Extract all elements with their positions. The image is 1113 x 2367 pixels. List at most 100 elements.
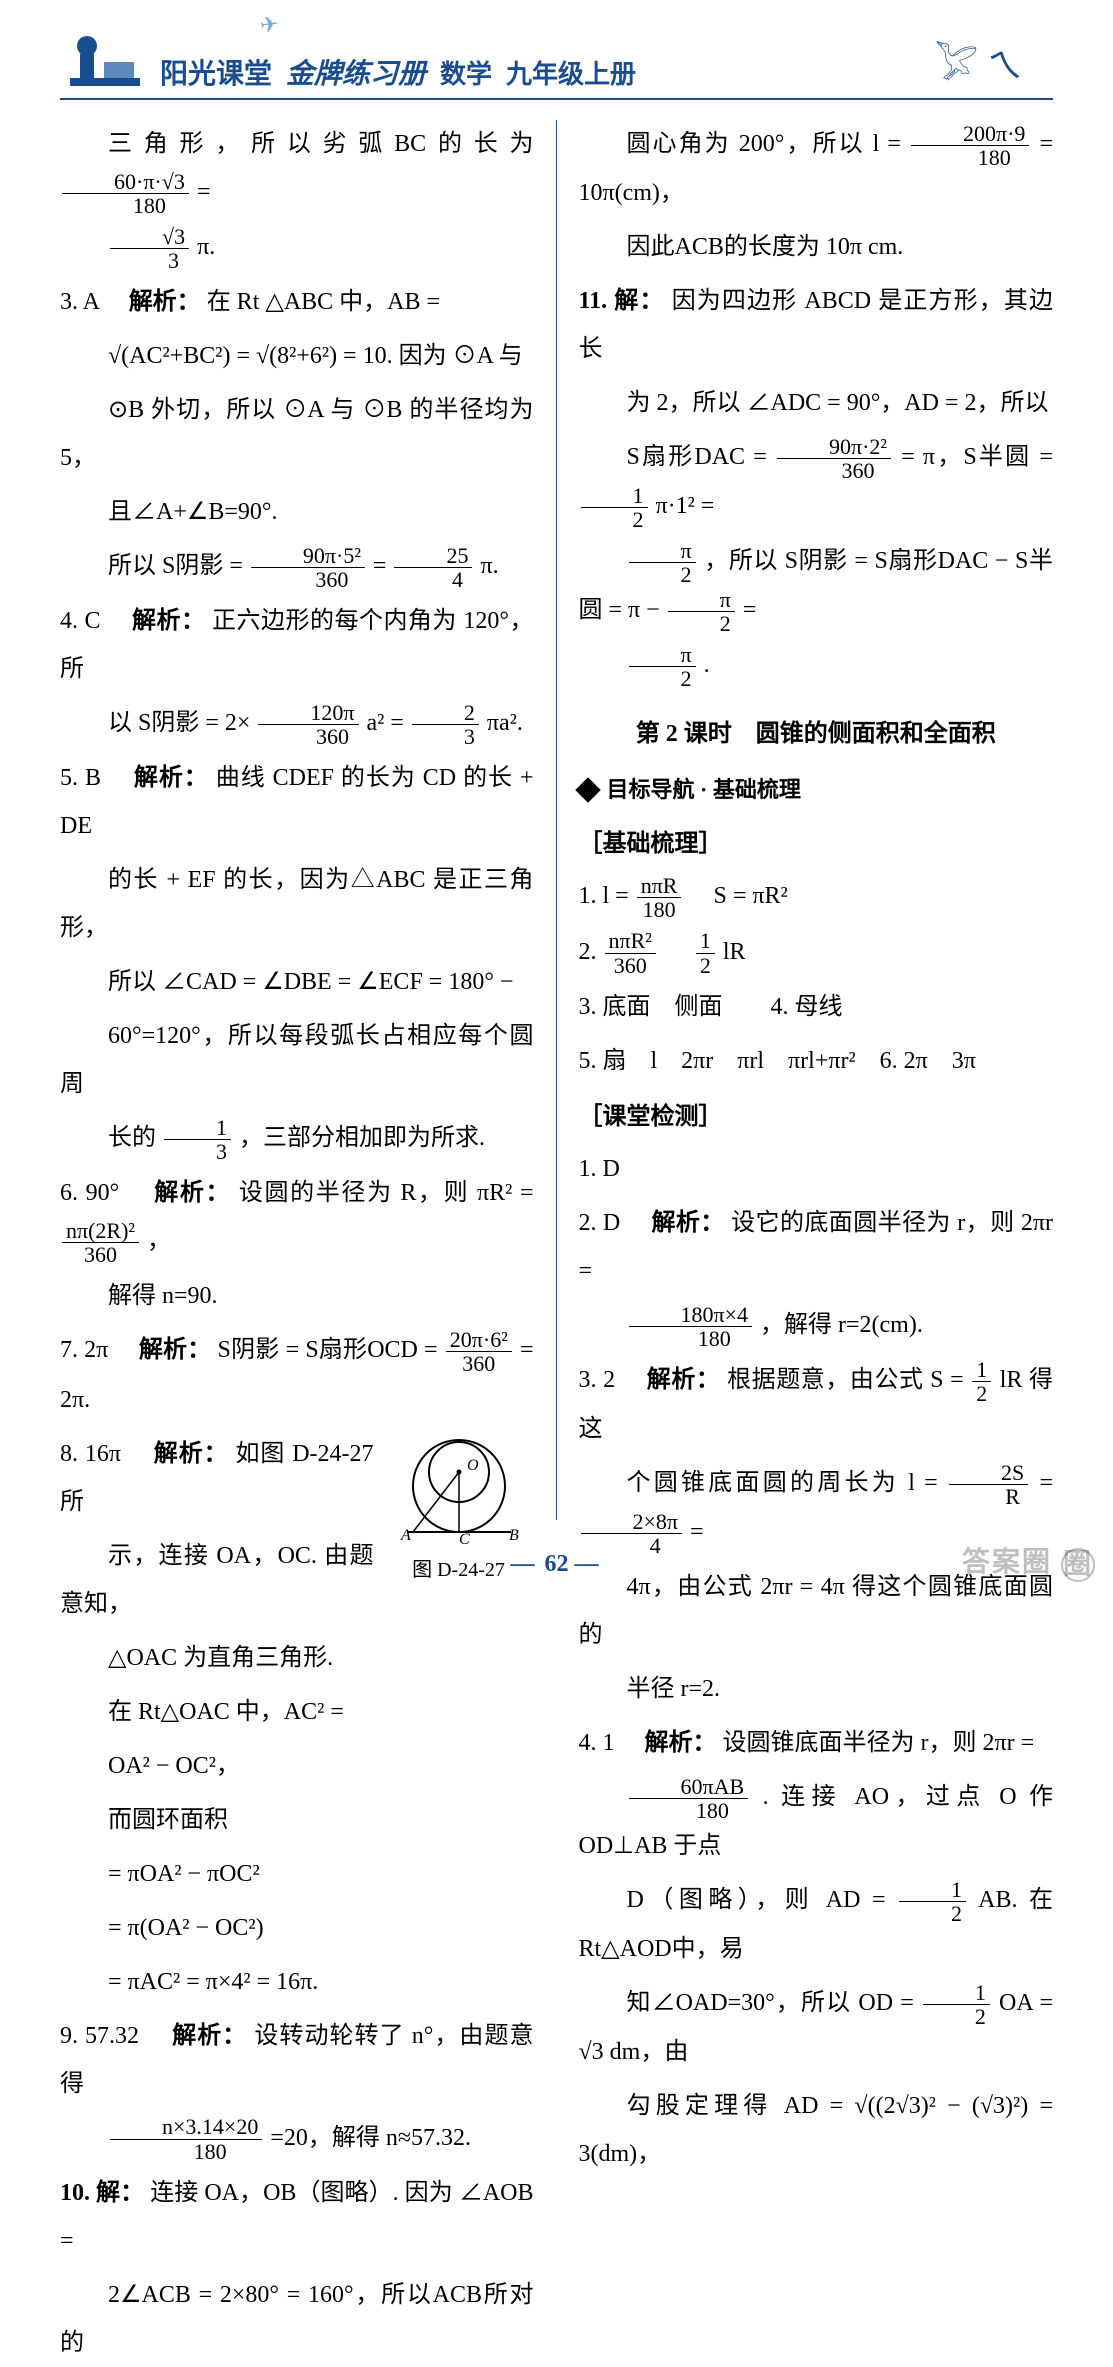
fraction: 90π·5²360 — [251, 544, 365, 591]
text: 圆心角为 200°，所以 l = — [627, 131, 901, 157]
answer: 2. D — [579, 1210, 621, 1236]
text: = — [743, 597, 757, 623]
fraction: 20π·6²360 — [446, 1328, 512, 1375]
text: 根据题意，由公式 S = — [727, 1367, 964, 1393]
b2: 2. nπR²360 12 lR — [579, 928, 1054, 977]
dash-icon: — — [511, 1551, 539, 1577]
fraction: 13 — [164, 1116, 231, 1163]
fraction: 12 — [972, 1358, 991, 1405]
c4-line: D（图略），则 AD = 12 AB. 在Rt△AOD中，易 — [579, 1876, 1054, 1973]
label: 解析： — [154, 1441, 229, 1467]
annulus-diagram-icon: O A C B — [389, 1436, 529, 1546]
svg-text:O: O — [467, 1457, 479, 1474]
label: 解析： — [139, 1337, 212, 1363]
answer: 4. C — [60, 608, 101, 634]
q9-line: n×3.14×20180 =20，解得 n≈57.32. — [60, 2114, 534, 2163]
text: 设圆的半径为 R，则 πR² = — [239, 1180, 534, 1206]
answer: 6. 90° — [60, 1180, 119, 1206]
r-p1c: 因此ACB的长度为 10π cm. — [579, 223, 1054, 271]
page-header: ✈ 阳光课堂 金牌练习册 数学 九年级上册 𓅯 ㄟ — [60, 0, 1053, 100]
fraction: 254 — [394, 544, 472, 591]
q11-line: S扇形DAC = 90π·2²360 = π，S半圆 = 12 π·1² = — [579, 433, 1054, 531]
text: 以 S阴影 = 2× — [108, 710, 250, 736]
q5: 5. B 解析： 曲线 CDEF 的长为 CD 的长 + DE — [60, 754, 534, 850]
text: πa². — [487, 710, 523, 736]
text: = — [373, 553, 387, 579]
text: 设圆锥底面半径为 r，则 2πr = — [723, 1730, 1035, 1756]
r-p1: 圆心角为 200°，所以 l = 200π·9180 = 10π(cm)， — [579, 120, 1054, 217]
label: 解析： — [154, 1180, 231, 1206]
q11-line: 为 2，所以 ∠ADC = 90°，AD = 2，所以 — [579, 379, 1054, 427]
c3-line: 半径 r=2. — [579, 1665, 1054, 1713]
fraction: n×3.14×20180 — [110, 2115, 262, 2162]
brand-1: 阳光课堂 — [160, 52, 272, 92]
text: 1. l = — [579, 883, 629, 909]
q8-line: 而圆环面积 — [60, 1796, 534, 1844]
label: 11. 解： — [579, 288, 665, 314]
q11-line: π2 ，所以 S阴影 = S扇形DAC − S半圆 = π − π2 = — [579, 537, 1054, 635]
text: lR — [723, 939, 746, 965]
q8-line: OA² − OC²， — [60, 1742, 534, 1790]
text: ， — [147, 1228, 171, 1254]
text: D（图略），则 AD = — [627, 1887, 886, 1913]
fraction: 60πAB180 — [629, 1775, 749, 1822]
fraction: 2SR — [949, 1461, 1028, 1508]
label: 解析： — [651, 1210, 724, 1236]
text: ，三部分相加即为所求. — [239, 1125, 485, 1151]
text: 曲线 CDEF 的长为 CD 的长 + DE — [60, 765, 534, 839]
label: 解析： — [647, 1367, 721, 1393]
page-number-value: 62 — [545, 1551, 569, 1577]
q3-line: 所以 S阴影 = 90π·5²360 = 254 π. — [60, 542, 534, 591]
fraction: π2 — [668, 588, 735, 635]
svg-text:C: C — [459, 1531, 470, 1546]
text: 三角形，所以劣弧BC的长为 — [108, 131, 534, 157]
q10: 10. 解： 连接 OA，OB（图略）. 因为 ∠AOB = — [60, 2169, 534, 2265]
fraction: 23 — [412, 701, 479, 748]
label: 解析： — [645, 1730, 717, 1756]
q8-line: = π(OA² − OC²) — [60, 1904, 534, 1952]
fraction: 200π·9180 — [911, 122, 1029, 169]
section-title: 第 2 课时 圆锥的侧面积和全面积 — [579, 710, 1054, 758]
text: 在 Rt △ABC 中，AB = — [207, 289, 440, 315]
q4-line: 以 S阴影 = 2× 120π360 a² = 23 πa². — [60, 699, 534, 748]
q8-line: = πOA² − πOC² — [60, 1850, 534, 1898]
fraction: 120π360 — [258, 701, 358, 748]
q8-line: △OAC 为直角三角形. — [60, 1634, 534, 1682]
c4: 4. 1 解析： 设圆锥底面半径为 r，则 2πr = — [579, 1719, 1054, 1767]
answer: 4. 1 — [579, 1730, 615, 1756]
fraction: nπR180 — [637, 874, 682, 921]
text: S阴影 = S扇形OCD = — [218, 1337, 438, 1363]
text: . — [704, 652, 710, 678]
label: 解析： — [172, 2023, 247, 2049]
text: 知∠OAD=30°，所以 OD = — [627, 1990, 914, 2016]
diamond-icon — [575, 778, 600, 803]
b5: 5. 扇 l 2πr πrl πrl+πr² 6. 2π 3π — [579, 1037, 1054, 1085]
c3: 3. 2 解析： 根据题意，由公式 S = 12 lR 得这 — [579, 1356, 1054, 1453]
q10-line: 2∠ACB = 2×80° = 160°，所以ACB所对的 — [60, 2271, 534, 2367]
fraction: nπR²360 — [605, 929, 656, 976]
q3-line: ⊙B 外切，所以 ⊙A 与 ⊙B 的半径均为 5， — [60, 386, 534, 482]
q11: 11. 解： 因为四边形 ABCD 是正方形，其边长 — [579, 277, 1054, 373]
text: 设它的底面圆半径为 r，则 2πr = — [579, 1210, 1054, 1284]
q8-line: = πAC² = π×4² = 16π. — [60, 1958, 534, 2006]
q5-line: 所以 ∠CAD = ∠DBE = ∠ECF = 180° − — [60, 958, 534, 1006]
fraction: 2×8π4 — [581, 1510, 683, 1557]
header-deco-icon — [60, 28, 150, 98]
q3-line: √(AC²+BC²) = √(8²+6²) = 10. 因为 ⊙A 与 — [60, 332, 534, 380]
q5-line: 长的 13 ，三部分相加即为所求. — [60, 1114, 534, 1163]
text: = — [690, 1519, 704, 1545]
watermark-circle-icon: 圈 — [1061, 1548, 1095, 1582]
q4: 4. C 解析： 正六边形的每个内角为 120°，所 — [60, 597, 534, 693]
text: 2. — [579, 939, 597, 965]
grade: 九年级上册 — [506, 54, 636, 91]
label: 解析： — [132, 608, 205, 634]
q6: 6. 90° 解析： 设圆的半径为 R，则 πR² = nπ(2R)²360 ， — [60, 1169, 534, 1266]
text: 个圆锥底面圆的周长为 l = — [627, 1470, 938, 1496]
column-left: 三角形，所以劣弧BC的长为 60·π·√3180 = √33 π. 3. A 解… — [60, 120, 557, 1520]
c4-line: 60πAB180 . 连接 AO，过点 O 作 OD⊥AB 于点 — [579, 1773, 1054, 1870]
q9: 9. 57.32 解析： 设转动轮转了 n°，由题意得 — [60, 2012, 534, 2108]
paper-plane-icon: ✈ — [258, 11, 280, 39]
answer: 7. 2π — [60, 1337, 108, 1363]
fraction: π2 — [629, 643, 696, 690]
c2: 2. D 解析： 设它的底面圆半径为 r，则 2πr = — [579, 1199, 1054, 1295]
